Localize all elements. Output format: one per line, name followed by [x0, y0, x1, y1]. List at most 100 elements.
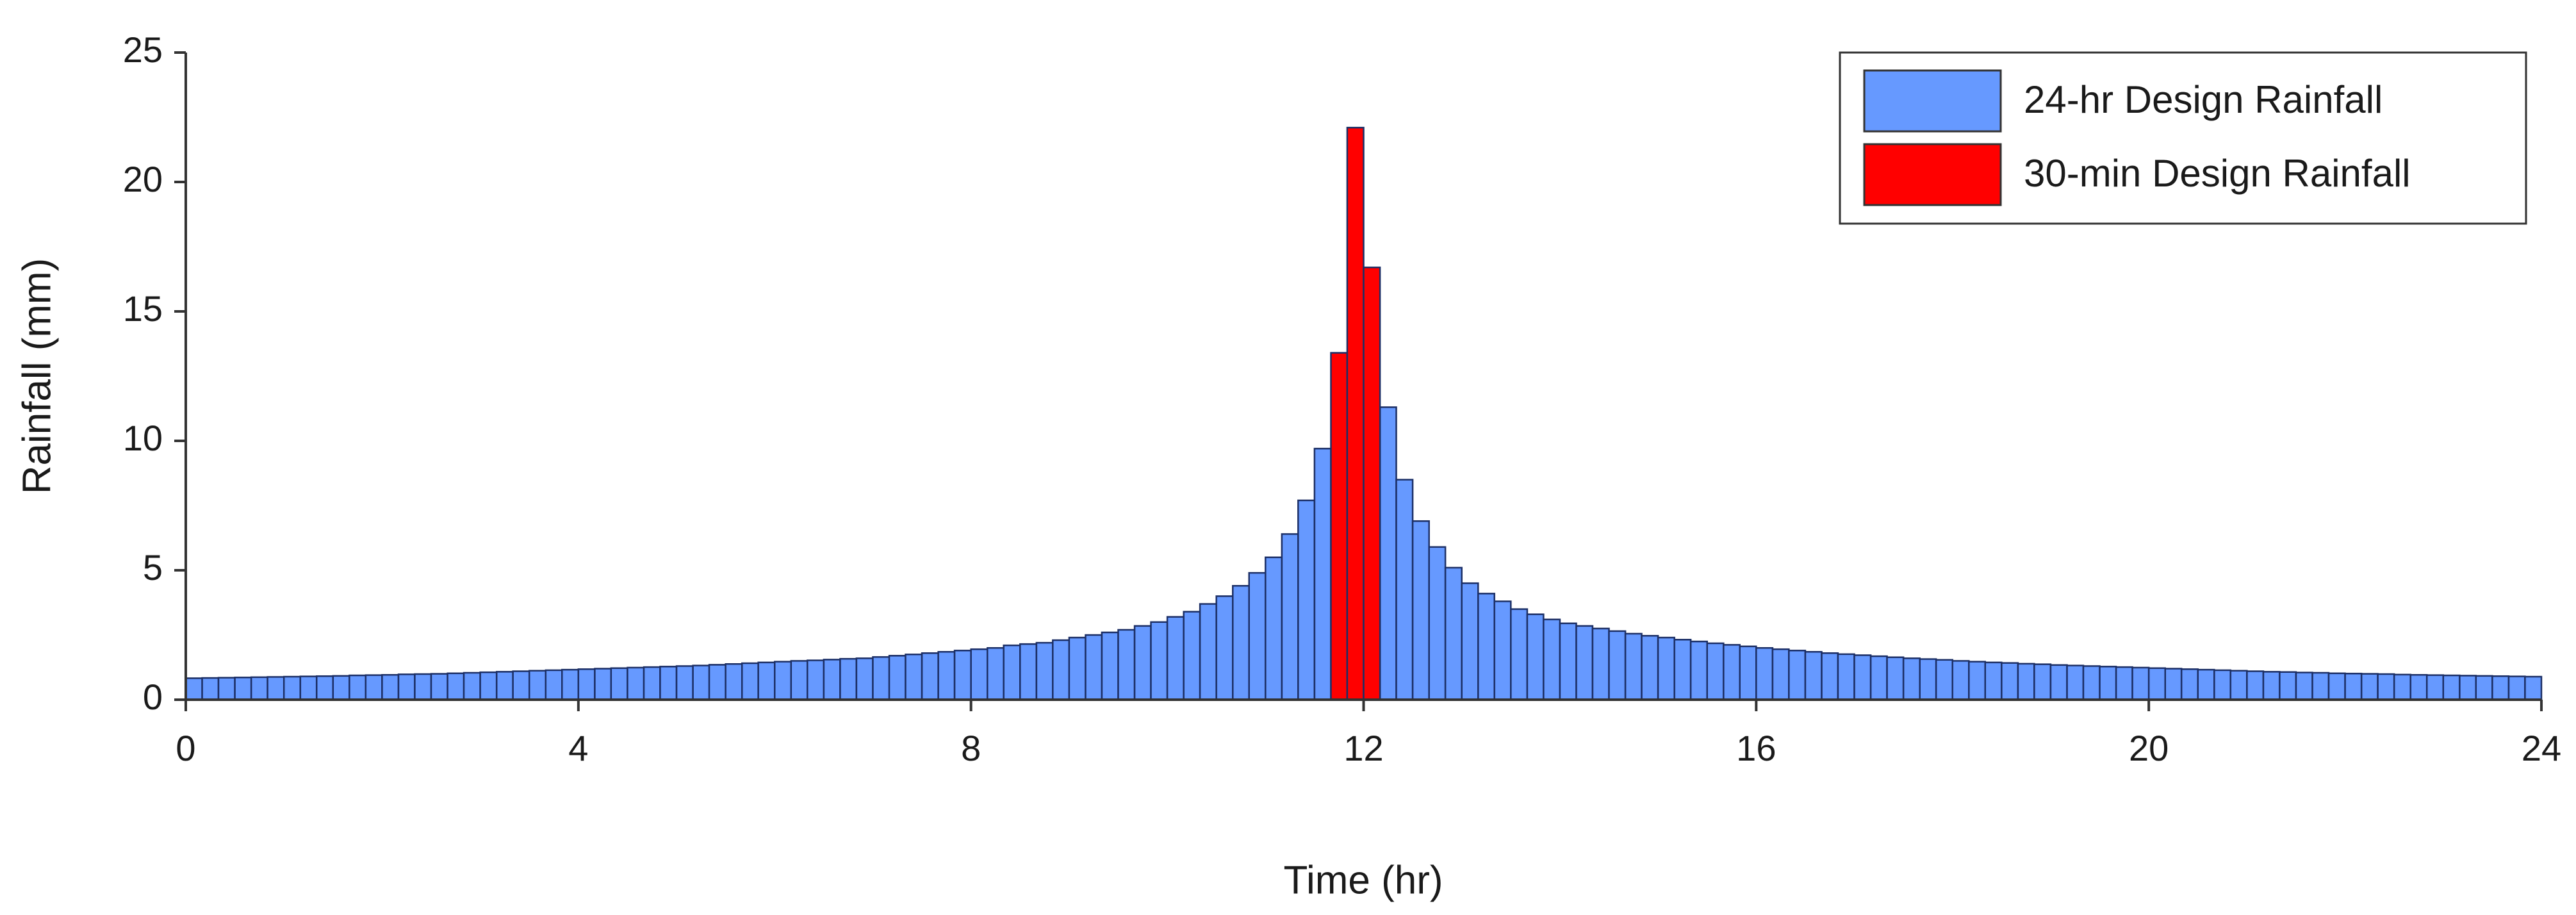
- bar: [2311, 672, 2330, 701]
- bar: [365, 674, 383, 701]
- bar: [921, 652, 939, 701]
- bar: [807, 659, 825, 701]
- bar: [1068, 636, 1087, 701]
- bar: [2507, 675, 2526, 701]
- bar: [953, 649, 972, 701]
- bar: [675, 665, 694, 701]
- bar: [561, 668, 580, 701]
- bar: [1133, 625, 1152, 701]
- legend-swatch: [1863, 69, 2002, 133]
- y-axis-title: Rainfall (mm): [15, 258, 59, 495]
- bar: [250, 676, 268, 701]
- bar: [1935, 659, 1954, 701]
- bar: [414, 673, 432, 701]
- bar: [2017, 663, 2035, 701]
- bar: [2360, 673, 2379, 701]
- bar: [495, 671, 514, 701]
- legend-label: 30-min Design Rainfall: [2024, 152, 2411, 195]
- bar: [2475, 675, 2493, 701]
- bar: [2246, 670, 2265, 701]
- bar: [888, 655, 907, 701]
- bar: [1641, 634, 1659, 701]
- bar: [2327, 672, 2346, 701]
- x-tick-label: 8: [961, 728, 981, 768]
- bar: [1951, 660, 1970, 701]
- bar: [725, 663, 743, 701]
- x-tick-label: 12: [1343, 728, 1383, 768]
- bar: [1232, 584, 1250, 701]
- bar: [1265, 556, 1283, 701]
- bar: [1591, 627, 1610, 701]
- bar: [1526, 613, 1545, 701]
- bar: [1984, 661, 2003, 701]
- bar: [463, 672, 481, 701]
- bar: [2033, 663, 2052, 701]
- bar: [1166, 616, 1185, 701]
- bar: [479, 671, 498, 701]
- bar: [872, 656, 890, 701]
- bar: [1035, 641, 1054, 701]
- bar: [905, 654, 923, 701]
- bar: [1493, 600, 1512, 701]
- bar: [610, 667, 628, 701]
- bar: [2213, 669, 2232, 701]
- bar: [1297, 499, 1316, 701]
- bar: [1739, 645, 1757, 701]
- x-tick-label: 24: [2522, 728, 2561, 768]
- bar: [2082, 665, 2101, 701]
- bar: [1902, 657, 1921, 701]
- bar: [2393, 673, 2412, 701]
- bar: [1837, 653, 1855, 701]
- bar: [1199, 603, 1217, 701]
- bar: [2131, 666, 2150, 701]
- bar: [1689, 640, 1708, 701]
- bar: [1869, 655, 1888, 701]
- bar: [2344, 672, 2363, 701]
- bar: [2262, 671, 2281, 701]
- bar: [659, 666, 678, 701]
- bar: [2229, 670, 2248, 701]
- bar: [430, 673, 448, 701]
- bar: [823, 659, 841, 701]
- bar: [315, 675, 334, 701]
- bar: [528, 670, 547, 701]
- bar: [774, 661, 792, 701]
- bar: [1379, 406, 1397, 701]
- bar: [1788, 649, 1807, 701]
- bar: [1117, 629, 1136, 701]
- bar: [2409, 673, 2428, 701]
- bar: [1003, 644, 1021, 701]
- bar: [2197, 668, 2215, 701]
- bar: [2147, 667, 2167, 701]
- bar: [1919, 658, 1937, 701]
- bar: [1821, 652, 1839, 701]
- y-tick-label: 20: [123, 159, 163, 199]
- bar: [2099, 666, 2117, 701]
- bar: [299, 675, 318, 701]
- bar: [1624, 632, 1643, 701]
- y-tick-label: 0: [143, 677, 163, 717]
- bar: [2442, 674, 2461, 701]
- bar: [512, 670, 530, 701]
- bar: [1428, 546, 1447, 701]
- bar: [594, 668, 612, 701]
- bar: [234, 677, 252, 701]
- bar: [545, 669, 563, 701]
- x-tick-label: 4: [568, 728, 588, 768]
- bar: [987, 647, 1005, 701]
- bar: [1543, 618, 1561, 701]
- bar: [2066, 664, 2085, 701]
- bar: [1968, 661, 1987, 701]
- bar: [1248, 572, 1267, 701]
- bar: [937, 651, 956, 701]
- bar: [283, 675, 302, 701]
- bar: [2115, 666, 2133, 701]
- bar: [201, 677, 220, 701]
- bar: [2377, 673, 2395, 701]
- bar: [1411, 520, 1430, 701]
- bar: [1657, 636, 1675, 701]
- bar: [1052, 639, 1071, 701]
- bar: [1330, 352, 1349, 701]
- bar: [757, 661, 776, 701]
